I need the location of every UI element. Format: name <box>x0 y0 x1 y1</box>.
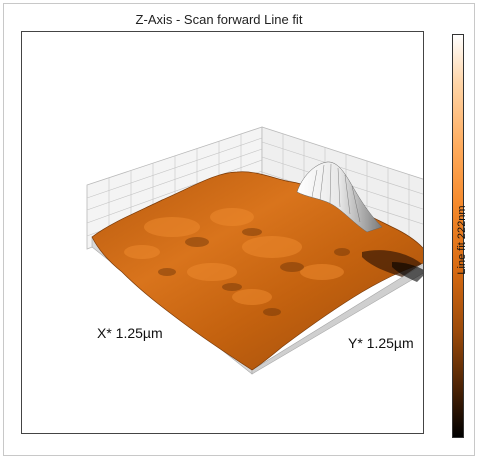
colorbar <box>452 34 464 438</box>
y-axis-label: Y* 1.25µm <box>348 335 414 351</box>
surface-peak <box>296 161 383 233</box>
plot-title: Z-Axis - Scan forward Line fit <box>135 12 303 27</box>
colorbar-label: Line fit 222nm <box>456 205 468 275</box>
figure-frame: Z-Axis - Scan forward Line fit <box>3 3 475 456</box>
floor-wall-right <box>251 263 423 375</box>
surface-mesh <box>91 171 423 371</box>
x-axis-label: X* 1.25µm <box>97 325 163 341</box>
surface-3d-scene <box>86 126 423 375</box>
plot-3d-area[interactable]: X* 1.25µm Y* 1.25µm <box>21 31 424 434</box>
